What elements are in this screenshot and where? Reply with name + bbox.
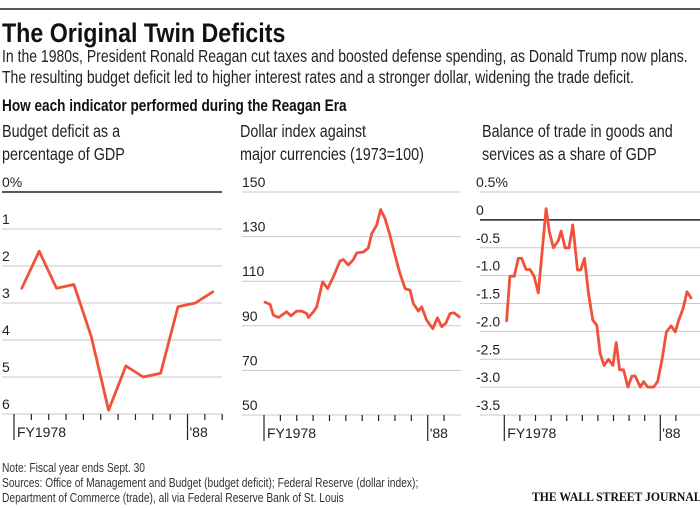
y-tick-label: 4 — [2, 322, 10, 338]
y-tick-label: 2 — [2, 248, 10, 264]
y-tick-label: -3.5 — [476, 397, 500, 413]
y-tick-label: 5 — [2, 359, 10, 375]
x-tick-label: '88 — [190, 424, 208, 440]
sources-line-1: Sources: Office of Management and Budget… — [2, 476, 510, 490]
y-tick-label: -0.5 — [476, 230, 500, 246]
y-tick-label: 50 — [242, 397, 258, 413]
sources-text: Department of Commerce (trade), all via … — [2, 491, 344, 505]
y-tick-label: 70 — [242, 352, 258, 368]
y-tick-label: 90 — [242, 308, 258, 324]
subtitle-text: In the 1980s, President Ronald Reagan cu… — [2, 46, 688, 66]
x-tick-label: FY1978 — [507, 425, 556, 441]
wsj-logo-text: THE WALL STREET JOURNAL. — [532, 489, 700, 504]
chart-trade-balance: 0.5% 0 -0.5 -1.0 -1.5 -2.0 -2.5 -3.0 -3.5 FY1978 '… — [476, 174, 700, 441]
series-line — [20, 249, 215, 412]
footnote: Note: Fiscal year ends Sept. 30 — [2, 461, 176, 475]
chart-title-line: percentage of GDP — [2, 144, 125, 164]
note-text: Note: Fiscal year ends Sept. 30 — [2, 461, 146, 475]
y-tick-label: 0% — [2, 174, 22, 190]
y-tick-label: 130 — [242, 219, 266, 235]
y-tick-label: 150 — [242, 174, 266, 190]
top-rule — [0, 8, 700, 10]
y-tick-label: 3 — [2, 285, 10, 301]
chart-title-line: services as a share of GDP — [482, 144, 657, 164]
y-tick-label: -1.5 — [476, 286, 500, 302]
sources-text: Sources: Office of Management and Budget… — [2, 476, 419, 490]
y-tick-label: -2.5 — [476, 341, 500, 357]
chart-title-line: Budget deficit as a — [2, 121, 121, 141]
x-tick-label: '88 — [662, 425, 680, 441]
y-tick-label: 6 — [2, 396, 10, 412]
subtitle-text: The resulting budget deficit led to high… — [2, 67, 634, 87]
chart-1-title: Budget deficit as a percentage of GDP — [2, 120, 152, 166]
chart-2-title: Dollar index against major currencies (1… — [240, 120, 464, 166]
chart-title-line: major currencies (1973=100) — [240, 144, 424, 164]
chart-3-title: Balance of trade in goods and services a… — [482, 120, 700, 166]
chart-title-line: Balance of trade in goods and — [482, 121, 673, 141]
page-title-text: The Original Twin Deficits — [2, 18, 286, 48]
y-tick-label: 0 — [476, 202, 484, 218]
subtitle-line-2: The resulting budget deficit led to high… — [2, 67, 700, 88]
x-tick-label: '88 — [430, 425, 448, 441]
y-tick-label: -1.0 — [476, 258, 500, 274]
subtitle-line-1: In the 1980s, President Ronald Reagan cu… — [2, 46, 700, 67]
chart-title-line: Dollar index against — [240, 121, 367, 141]
y-tick-label: 0.5% — [476, 174, 508, 190]
page-title: The Original Twin Deficits — [2, 18, 332, 49]
series-line — [505, 207, 693, 389]
x-tick-label: FY1978 — [17, 424, 66, 440]
section-title-text: How each indicator performed during the … — [2, 96, 347, 115]
chart-budget-deficit: 0% 1 2 3 4 5 6 FY1978 '88 — [2, 174, 223, 440]
y-tick-label: 1 — [2, 211, 10, 227]
y-tick-label: -2.0 — [476, 313, 500, 329]
section-title: How each indicator performed during the … — [2, 96, 433, 116]
series-line — [263, 208, 461, 331]
chart-dollar-index: 150 130 110 90 70 50 FY1978 '88 — [242, 174, 461, 441]
sources-line-2: Department of Commerce (trade), all via … — [2, 491, 419, 505]
x-tick-label: FY1978 — [267, 425, 316, 441]
y-tick-label: -3.0 — [476, 369, 500, 385]
y-tick-label: 110 — [242, 263, 265, 279]
wsj-logo: THE WALL STREET JOURNAL. — [532, 489, 700, 505]
